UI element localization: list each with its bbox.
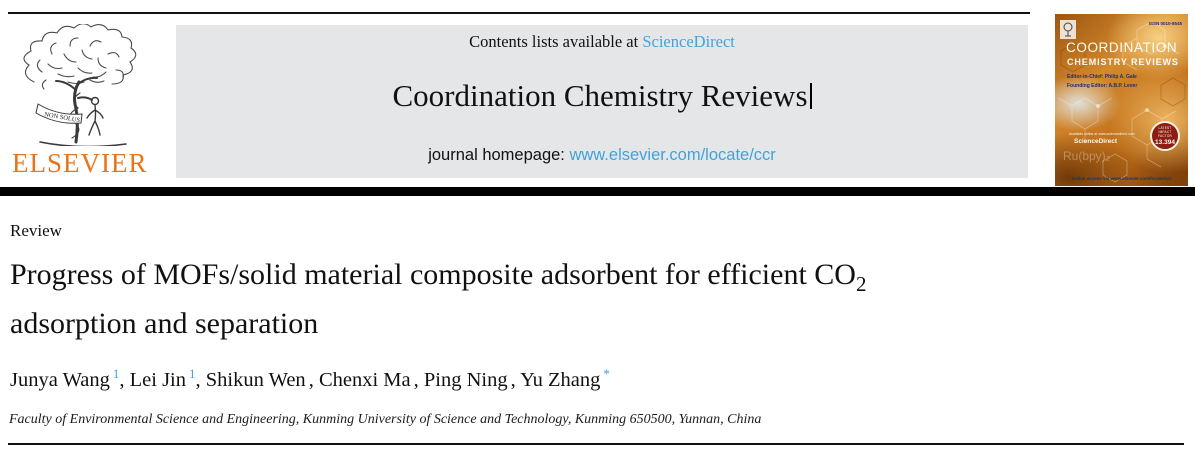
author-name: Chenxi Ma (318, 368, 411, 391)
cover-sciencedirect-label: ScienceDirect (1074, 138, 1117, 145)
text-cursor (809, 83, 812, 109)
cover-elsevier-mini-logo (1060, 20, 1076, 39)
header-thick-bar (0, 187, 1195, 196)
cover-footer-line: Online access via www.elsevier.com/locat… (1071, 176, 1172, 181)
elsevier-tree-icon: NON SOLUS (23, 24, 137, 146)
author-affil-link[interactable]: 1 (112, 366, 120, 381)
article-title-line2: adsorption and separation (10, 307, 319, 340)
homepage-prefix: journal homepage: (428, 146, 570, 164)
contents-line: Contents lists available at ScienceDirec… (176, 32, 1028, 52)
affiliation-line: Faculty of Environmental Science and Eng… (9, 412, 762, 427)
journal-title: Coordination Chemistry Reviews (176, 78, 1028, 114)
author-name: Junya Wang (10, 368, 110, 391)
author-affil-link[interactable]: 1 (189, 366, 196, 381)
article-title: Progress of MOFs/solid material composit… (10, 255, 866, 344)
cover-available-line: Available online at www.sciencedirect.co… (1069, 132, 1135, 136)
article-type-label: Review (10, 221, 62, 240)
cover-molecule-pattern (1057, 21, 1186, 183)
author-list: Junya Wang 1, Lei Jin 1, Shikun Wen, Chenx… (10, 366, 610, 391)
journal-homepage-link[interactable]: www.elsevier.com/locate/ccr (569, 146, 776, 164)
journal-banner: Contents lists available at ScienceDirec… (176, 25, 1028, 178)
co2-subscript: 2 (855, 272, 867, 296)
cover-title-line1: COORDINATION (1066, 40, 1178, 55)
impact-factor-badge: LATEST IMPACT FACTOR 13.394 (1150, 121, 1180, 151)
mini-tree-icon (1063, 22, 1073, 37)
author-name: Yu Zhang (520, 368, 601, 391)
elsevier-logo: NON SOLUS ELSEVIER (12, 24, 152, 180)
header-top-rule (8, 12, 1030, 14)
contents-prefix: Contents lists available at (469, 32, 643, 51)
author-name: Shikun Wen (205, 368, 306, 391)
cover-issn: ISSN 0010-8545 (1148, 21, 1182, 26)
journal-cover-thumbnail[interactable]: ISSN 0010-8545 COORDINATION CHEMISTRY RE… (1055, 14, 1188, 186)
author-name: Ping Ning (423, 368, 508, 391)
cover-chemistry-watermark: Ru(bpy)₂ (1063, 149, 1111, 163)
article-title-line1: Progress of MOFs/solid material composit… (10, 258, 867, 296)
cover-editor-line1: Editor-in-Chief: Philip A. Gale (1067, 74, 1137, 80)
sciencedirect-link[interactable]: ScienceDirect (642, 32, 735, 51)
author-name: Lei Jin (129, 368, 187, 391)
article-head-bottom-rule (8, 443, 1184, 445)
corresponding-author-link[interactable]: * (603, 366, 610, 381)
elsevier-wordmark: ELSEVIER (12, 148, 148, 178)
homepage-line: journal homepage: www.elsevier.com/locat… (176, 146, 1028, 165)
cover-title-line2: CHEMISTRY REVIEWS (1067, 57, 1179, 67)
cover-editor-line2: Founding Editor: A.B.P. Lever (1067, 83, 1138, 89)
